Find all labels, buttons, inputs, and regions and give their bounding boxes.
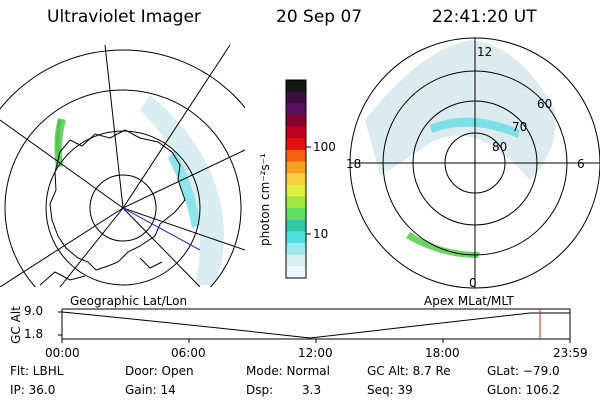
timeline-ytick-1-8: 1.8 — [24, 327, 44, 341]
timeline-xtick-0600: 06:00 — [171, 346, 206, 360]
colorbar-unit-label: photon cm⁻²s⁻¹ — [258, 153, 272, 246]
info-mode: Mode: Normal — [246, 364, 330, 378]
polar-plot — [349, 37, 600, 289]
geo-aurora-band — [140, 95, 224, 285]
info-seq: Seq: 39 — [367, 383, 413, 397]
colorbar-swatch — [286, 208, 306, 221]
info-dsp-label: Dsp: — [246, 383, 274, 397]
info-dsp-value: 3.3 — [302, 383, 322, 397]
colorbar-swatch — [286, 80, 306, 93]
mlat-label-70: 70 — [512, 120, 528, 134]
date-readout: 20 Sep 07 — [276, 7, 363, 27]
colorbar-swatch — [286, 231, 306, 244]
polar-plot-caption: Apex MLat/MLT — [424, 294, 514, 308]
timeline-xtick-2359: 23:59 — [553, 346, 588, 360]
polar-oval-core — [430, 117, 520, 138]
colorbar-swatch — [286, 91, 306, 104]
mlt-label-6: 6 — [577, 157, 585, 171]
time-readout: 22:41:20 UT — [432, 7, 537, 27]
info-glat: GLat: −79.0 — [487, 364, 560, 378]
mlt-label-18: 18 — [346, 157, 362, 171]
continent-outline — [49, 129, 186, 271]
colorbar-swatch — [286, 266, 306, 279]
colorbar-swatch — [286, 173, 306, 186]
info-glon: GLon: 106.2 — [487, 383, 560, 397]
colorbar-swatch — [286, 161, 306, 174]
colorbar-swatch — [286, 149, 306, 163]
colorbar-swatch — [286, 126, 306, 139]
info-gain: Gain: 14 — [125, 383, 176, 397]
colorbar-swatch — [286, 114, 306, 128]
colorbar-swatch — [286, 103, 306, 116]
timeline-axis-label: GC Alt — [8, 306, 23, 344]
mlat-label-80: 80 — [492, 140, 508, 154]
info-door: Door: Open — [125, 364, 194, 378]
colorbar-swatch — [286, 243, 306, 256]
mlat-label-60: 60 — [537, 97, 553, 111]
mlt-label-12: 12 — [477, 45, 493, 59]
colorbar-swatch — [286, 196, 306, 209]
polar-oval-halo — [365, 40, 556, 180]
colorbar-tick-100: 100 — [313, 140, 336, 154]
timeline-panel — [58, 308, 571, 343]
timeline-xtick-1800: 18:00 — [425, 346, 460, 360]
polar-low-band — [406, 232, 480, 258]
colorbar-tick-10: 10 — [313, 227, 329, 241]
info-ip: IP: 36.0 — [10, 383, 56, 397]
timeline-xtick-0000: 00:00 — [45, 346, 80, 360]
geo-map-caption: Geographic Lat/Lon — [70, 294, 188, 308]
colorbar-swatch — [286, 254, 306, 267]
colorbar-swatch — [286, 219, 306, 232]
geographic-map — [0, 45, 245, 287]
info-gc-alt: GC Alt: 8.7 Re — [367, 364, 451, 378]
timeline-xtick-1200: 12:00 — [298, 346, 333, 360]
colorbar-swatch — [286, 184, 306, 197]
geo-aurora-core — [168, 150, 200, 228]
colorbar-swatch — [286, 138, 306, 151]
info-filter: Flt: LBHL — [10, 364, 64, 378]
mlt-label-0: 0 — [469, 276, 477, 290]
app-title: Ultraviolet Imager — [47, 7, 201, 27]
colorbar — [286, 80, 306, 279]
gc-alt-curve — [61, 311, 570, 339]
timeline-ytick-9: 9.0 — [24, 304, 44, 318]
